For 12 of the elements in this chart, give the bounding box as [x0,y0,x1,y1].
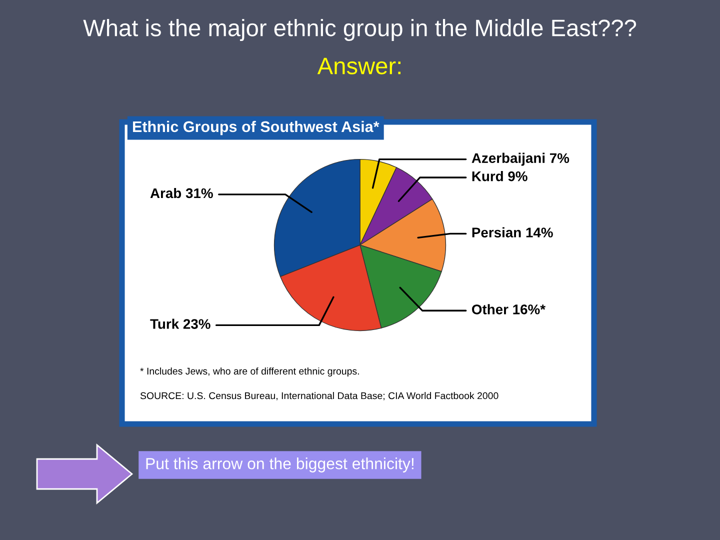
slice-label: Kurd 9% [472,171,528,182]
slice-label: Arab 31% [150,188,213,198]
slice-label: Azerbaijani 7% [472,152,570,166]
text: Answer: [317,58,400,74]
slice-label: Other 16%* [472,304,546,314]
text: Put this arrow on the biggest ethnicity! [146,458,414,472]
slice-label: Persian 14% [472,227,553,238]
text: * Includes Jews, who are of different ethnic groups. [140,367,359,377]
chart-title: What is the major ethnic group in the Middle East??? [83,18,636,42]
chart-subtitle: Ethnic Groups of Southwest Asia* [133,120,380,136]
slice-label: Turk 23% [150,318,210,329]
source-note: SOURCE: U.S. Census Bureau, International Data Base; CIA World Factbook 2000 [140,392,498,400]
